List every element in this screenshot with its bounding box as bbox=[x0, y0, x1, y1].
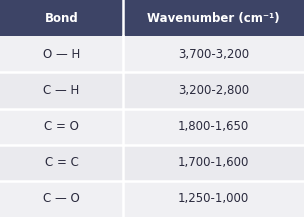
Text: C = O: C = O bbox=[44, 120, 79, 133]
Text: Bond: Bond bbox=[45, 12, 78, 25]
Text: Wavenumber (cm⁻¹): Wavenumber (cm⁻¹) bbox=[147, 12, 280, 25]
Text: 1,700-1,600: 1,700-1,600 bbox=[178, 156, 249, 169]
Bar bbox=[0, 181, 304, 217]
Text: 1,250-1,000: 1,250-1,000 bbox=[178, 192, 249, 205]
Text: 3,700-3,200: 3,700-3,200 bbox=[178, 48, 249, 61]
Text: C — O: C — O bbox=[43, 192, 80, 205]
Bar bbox=[0, 145, 304, 181]
Bar bbox=[0, 108, 304, 145]
Text: 1,800-1,650: 1,800-1,650 bbox=[178, 120, 249, 133]
Text: O — H: O — H bbox=[43, 48, 80, 61]
Bar bbox=[0, 0, 304, 36]
Text: 3,200-2,800: 3,200-2,800 bbox=[178, 84, 249, 97]
Bar bbox=[0, 72, 304, 108]
Text: C — H: C — H bbox=[43, 84, 80, 97]
Bar bbox=[0, 36, 304, 72]
Text: C = C: C = C bbox=[45, 156, 78, 169]
